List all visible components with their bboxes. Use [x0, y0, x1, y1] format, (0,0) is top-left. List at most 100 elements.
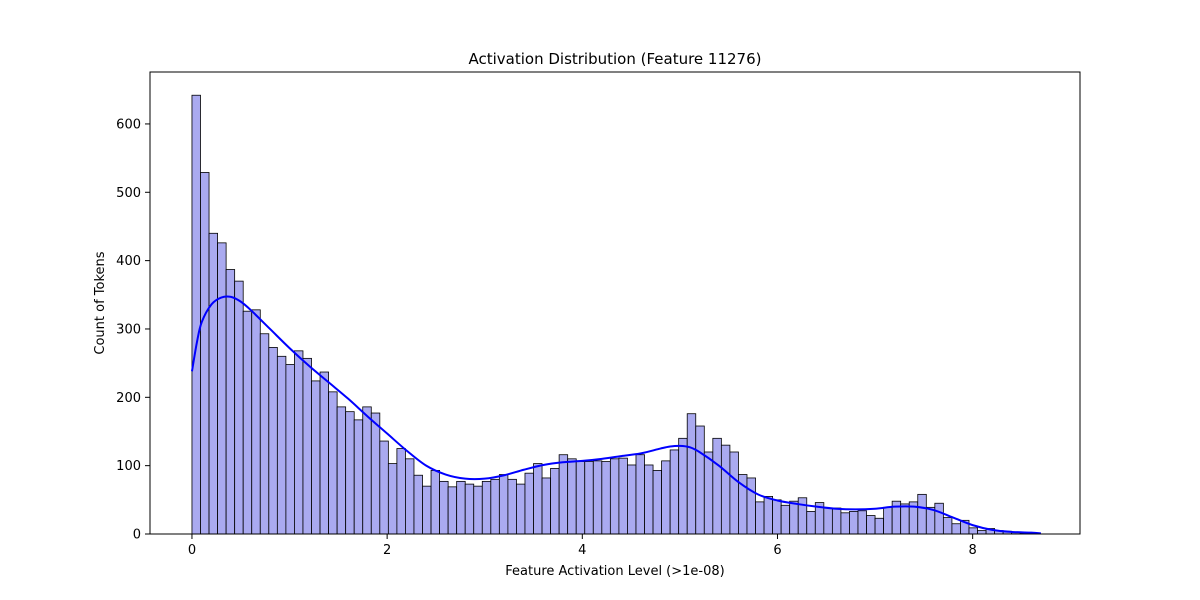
histogram-bar [490, 478, 500, 535]
x-axis-ticks: 0 2 4 6 8 [188, 534, 977, 558]
y-tick-label: 600 [116, 117, 141, 132]
histogram-bar [413, 474, 423, 535]
histogram-bar [464, 483, 475, 535]
histogram-bar [524, 472, 534, 535]
histogram-bar [439, 480, 449, 535]
y-tick-label: 0 [133, 528, 141, 543]
histogram-bar [251, 309, 261, 535]
histogram-bar [729, 451, 739, 535]
histogram-bar [242, 310, 253, 535]
histogram-bar [942, 517, 953, 535]
histogram-bar [780, 504, 791, 535]
histogram-bar [584, 461, 594, 535]
histogram-bar [225, 269, 236, 535]
histogram-bar [874, 517, 885, 535]
histogram-bar [772, 499, 782, 535]
histogram-bar [387, 463, 398, 535]
y-tick-label: 100 [116, 459, 141, 474]
histogram-bar [720, 444, 731, 535]
histogram-bar [345, 411, 355, 535]
histogram-bar [703, 451, 714, 535]
histogram-bar [328, 391, 338, 535]
histogram-bar [900, 503, 910, 535]
histogram-bar [925, 506, 936, 535]
histogram-bar [627, 464, 637, 535]
histogram-bar [294, 350, 304, 535]
histogram-bar [208, 232, 218, 535]
y-tick-label: 400 [116, 254, 141, 269]
histogram-bar [823, 507, 833, 535]
x-axis-label: Feature Activation Level (>1e-08) [505, 564, 724, 579]
x-tick-label: 8 [969, 543, 977, 558]
histogram-bar [609, 458, 620, 535]
histogram-bar [849, 511, 859, 535]
histogram-bar [567, 458, 577, 535]
histogram-bar [968, 527, 978, 535]
histogram-bar [498, 474, 509, 535]
histogram-bar [319, 371, 329, 535]
histogram-bar [951, 523, 961, 535]
x-tick-label: 4 [578, 543, 586, 558]
histogram-bar [866, 515, 876, 535]
histogram-bar [473, 485, 483, 535]
histogram-bar [618, 457, 628, 535]
histogram-bar [857, 510, 867, 535]
histogram-bar [336, 406, 347, 535]
histogram-bar [379, 440, 389, 535]
histogram-bar [550, 467, 560, 535]
histogram-bar [396, 448, 406, 535]
histogram-bar [447, 486, 458, 535]
histogram-bar [661, 460, 671, 535]
histogram-bar [763, 496, 774, 535]
histogram-bar [797, 497, 808, 535]
histogram-bar [268, 347, 278, 535]
x-tick-label: 0 [188, 543, 196, 558]
histogram-bar [285, 364, 295, 535]
histogram-bar [259, 333, 270, 535]
plot-frame [149, 71, 1081, 535]
histogram-bar [575, 461, 586, 535]
histogram-bar [302, 357, 312, 535]
histogram-bar [481, 480, 492, 535]
histogram-bar [516, 483, 526, 535]
histogram-bar [541, 477, 551, 535]
y-tick-label: 500 [116, 186, 141, 201]
histogram-bar [789, 500, 799, 535]
histogram-bar [456, 480, 466, 535]
histogram-bar [353, 419, 364, 535]
histogram-bar [831, 507, 842, 535]
histogram-bar [883, 506, 893, 535]
histogram-bar [712, 437, 722, 535]
x-tick-label: 2 [383, 543, 391, 558]
histogram-bar [695, 425, 705, 535]
histogram-bar [652, 470, 662, 535]
histogram-bar [686, 413, 697, 535]
chart-title: Activation Distribution (Feature 11276) [468, 50, 761, 68]
histogram-bar [755, 501, 765, 535]
histogram-bar [601, 461, 611, 535]
histogram-bar [217, 242, 227, 535]
histogram-bar [533, 463, 543, 535]
histogram-bar [430, 470, 440, 535]
histogram-bar [311, 380, 321, 535]
kde-curve [190, 295, 1042, 535]
histogram-bar [977, 530, 987, 535]
y-axis-ticks: 0 100 200 300 400 500 600 [116, 117, 150, 543]
histogram-bar [934, 502, 944, 535]
histogram-bar [405, 458, 415, 535]
histogram-bar [592, 460, 603, 535]
histogram-bar [840, 512, 850, 535]
histogram-bar [191, 94, 201, 535]
histogram-bar [276, 355, 287, 535]
y-axis-label: Count of Tokens [93, 251, 108, 354]
histogram-bar [678, 437, 688, 535]
histogram-bar [558, 454, 569, 535]
y-tick-label: 200 [116, 391, 141, 406]
histogram-bar [370, 412, 381, 535]
histogram-bar [635, 454, 645, 535]
histogram-bar [200, 172, 210, 535]
x-tick-label: 6 [773, 543, 781, 558]
histogram-bar [507, 478, 517, 535]
histogram-bar [422, 485, 432, 535]
